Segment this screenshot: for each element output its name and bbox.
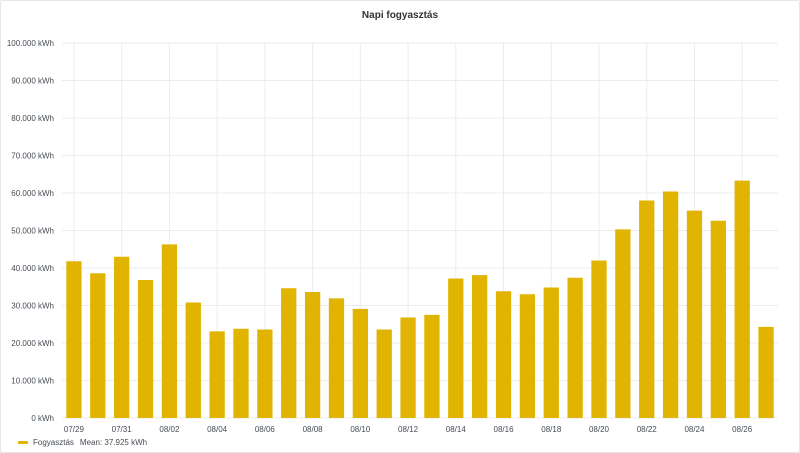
bar-07-29[interactable] (66, 261, 82, 418)
bar-08-16[interactable] (495, 291, 512, 418)
bar-08-03[interactable] (185, 302, 201, 419)
x-tick-label: 08/04 (207, 425, 228, 434)
y-tick-label: 70.000 kWh (11, 152, 54, 161)
x-tick-label: 08/02 (159, 425, 180, 434)
bar-08-05[interactable] (233, 328, 249, 418)
y-tick-label: 10.000 kWh (11, 377, 54, 386)
bar-07-30[interactable] (90, 273, 106, 418)
bar-07-31[interactable] (114, 256, 130, 418)
bar-08-27[interactable] (758, 326, 774, 418)
y-tick-label: 20.000 kWh (11, 339, 54, 348)
x-tick-label: 08/22 (637, 425, 658, 434)
bar-08-23[interactable] (662, 191, 679, 419)
x-tick-label: 08/24 (684, 425, 705, 434)
legend[interactable]: Fogyasztás Mean: 37.925 kWh (18, 436, 147, 448)
bar-08-20[interactable] (591, 260, 607, 419)
bar-08-22[interactable] (639, 200, 655, 419)
y-tick-label: 50.000 kWh (11, 227, 54, 236)
x-tick-label: 08/14 (446, 425, 467, 434)
legend-series-name[interactable]: Fogyasztás (33, 437, 74, 447)
bar-08-17[interactable] (519, 294, 536, 418)
legend-mean-label: Mean: (79, 437, 103, 447)
x-tick-label: 08/10 (350, 425, 371, 434)
y-tick-label: 30.000 kWh (11, 302, 54, 311)
panel-title: Napi fogyasztás (361, 10, 439, 21)
x-tick-label: 08/06 (255, 425, 276, 434)
y-tick-label: 80.000 kWh (11, 114, 54, 123)
bar-08-02[interactable] (161, 244, 178, 418)
bar-08-01[interactable] (137, 280, 154, 418)
x-tick-label: 08/26 (732, 425, 753, 434)
bar-08-12[interactable] (400, 317, 416, 419)
x-tick-label: 07/29 (64, 425, 85, 434)
x-tick-label: 07/31 (112, 425, 133, 434)
bar-08-18[interactable] (543, 287, 559, 419)
bar-08-19[interactable] (567, 277, 583, 418)
bar-08-08[interactable] (304, 292, 321, 418)
x-tick-label: 08/08 (303, 425, 324, 434)
bar-08-04[interactable] (209, 331, 225, 418)
bar-08-26[interactable] (734, 180, 750, 418)
x-tick-label: 08/18 (541, 425, 562, 434)
bar-08-25[interactable] (710, 220, 726, 418)
bar-08-24[interactable] (686, 210, 703, 418)
bar-08-13[interactable] (424, 314, 440, 418)
legend-mean-value: 37.925 kWh (104, 437, 148, 447)
bar-08-15[interactable] (472, 275, 488, 418)
y-tick-label: 40.000 kWh (11, 264, 54, 273)
x-tick-label: 08/20 (589, 425, 610, 434)
y-tick-label: 60.000 kWh (11, 189, 54, 198)
x-tick-label: 08/12 (398, 425, 419, 434)
bar-08-09[interactable] (328, 298, 345, 418)
bar-08-07[interactable] (281, 288, 297, 418)
bar-08-10[interactable] (352, 308, 368, 418)
bar-08-11[interactable] (376, 329, 392, 419)
bar-08-21[interactable] (615, 229, 631, 418)
bar-08-06[interactable] (257, 329, 273, 419)
y-tick-label: 90.000 kWh (11, 77, 54, 86)
x-tick-label: 08/16 (494, 425, 515, 434)
y-tick-label: 0 kWh (31, 414, 54, 423)
y-tick-label: 100.000 kWh (7, 39, 54, 48)
bar-08-14[interactable] (448, 278, 464, 419)
legend-swatch (18, 440, 28, 444)
